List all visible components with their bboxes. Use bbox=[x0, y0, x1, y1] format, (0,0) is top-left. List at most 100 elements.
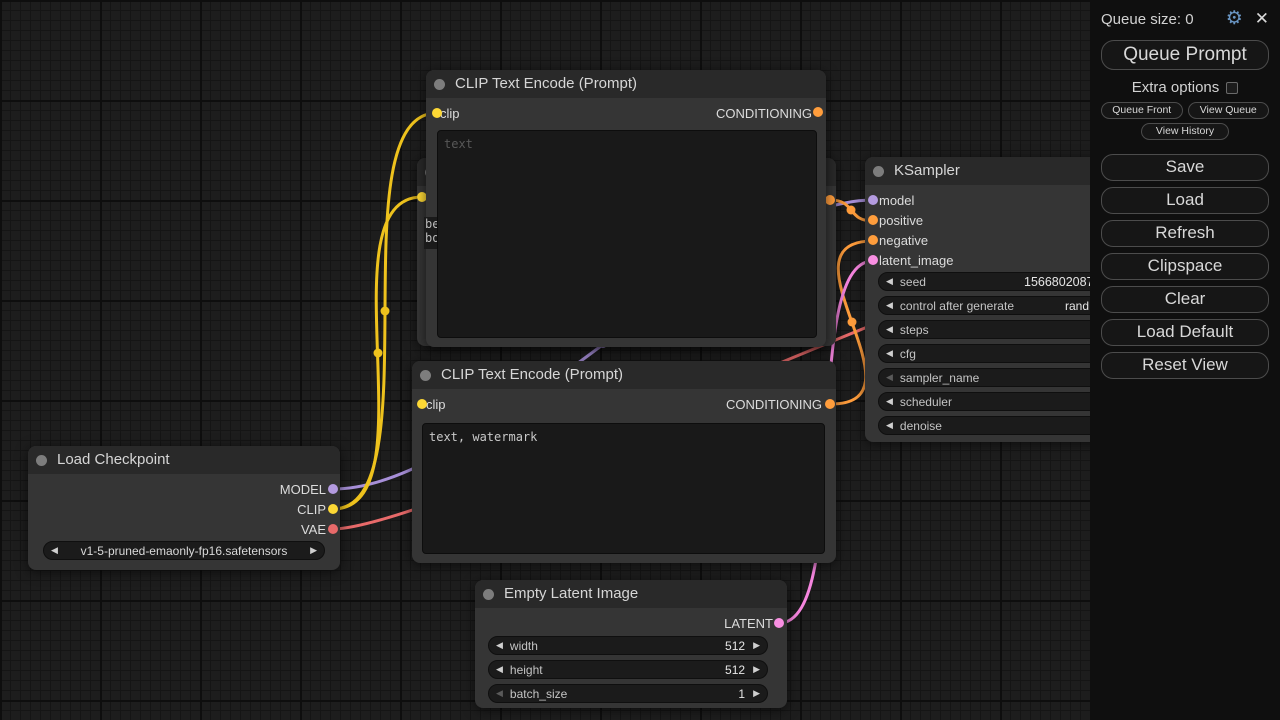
latent-image-input-slot-dot[interactable] bbox=[868, 255, 878, 265]
clip-input-slot-dot[interactable] bbox=[417, 192, 427, 202]
ckpt-name-widget[interactable]: ◀ v1-5-pruned-emaonly-fp16.safetensors ▶ bbox=[43, 541, 325, 560]
view-history-button[interactable]: View History bbox=[1141, 123, 1229, 140]
clear-button[interactable]: Clear bbox=[1101, 286, 1269, 313]
reset-view-button[interactable]: Reset View bbox=[1101, 352, 1269, 379]
node-title: CLIP Text Encode (Prompt) bbox=[441, 366, 624, 383]
collapse-dot-icon[interactable] bbox=[434, 79, 445, 90]
widget-label: denoise bbox=[899, 418, 942, 433]
clip-input-slot-dot[interactable] bbox=[432, 108, 442, 118]
conditioning-output-label: CONDITIONING bbox=[715, 105, 812, 121]
load-button[interactable]: Load bbox=[1101, 187, 1269, 214]
node-header[interactable]: Empty Latent Image bbox=[475, 580, 787, 608]
node-title: Load Checkpoint bbox=[57, 451, 170, 468]
clipspace-button[interactable]: Clipspace bbox=[1101, 253, 1269, 280]
hidden-prompt-textarea-fragment[interactable]: be bo bbox=[424, 217, 437, 249]
decrement-arrow-icon[interactable]: ◀ bbox=[886, 372, 893, 382]
node-header[interactable]: KSampler bbox=[865, 157, 1090, 185]
increment-arrow-icon[interactable]: ▶ bbox=[753, 640, 760, 650]
widget-label: width bbox=[509, 638, 538, 653]
model-output-slot-dot[interactable] bbox=[328, 484, 338, 494]
width-widget[interactable]: ◀ width 512 ▶ bbox=[488, 636, 768, 655]
widget-label: steps bbox=[899, 322, 929, 337]
fragment-line: bo bbox=[425, 230, 437, 245]
widget-label: sampler_name bbox=[899, 370, 980, 385]
increment-arrow-icon[interactable]: ▶ bbox=[753, 688, 760, 698]
positive-input-label: positive bbox=[879, 212, 924, 228]
decrement-arrow-icon[interactable]: ◀ bbox=[886, 348, 893, 358]
clip-input-slot-dot[interactable] bbox=[417, 399, 427, 409]
node-header[interactable]: CLIP Text Encode (Prompt) bbox=[412, 361, 836, 389]
clip-output-label: CLIP bbox=[297, 501, 326, 517]
node-load-checkpoint[interactable]: Load Checkpoint MODEL CLIP VAE ◀ v1-5-pr… bbox=[28, 446, 340, 570]
vae-output-slot-dot[interactable] bbox=[328, 524, 338, 534]
node-clip-text-encode-negative[interactable]: CLIP Text Encode (Prompt) clip CONDITION… bbox=[412, 361, 836, 563]
prompt-textarea[interactable]: text, watermark bbox=[422, 423, 825, 554]
collapse-dot-icon[interactable] bbox=[873, 166, 884, 177]
seed-widget[interactable]: ◀ seed 1566802087 bbox=[878, 272, 1090, 291]
node-canvas[interactable]: be bo CLIP Text Encode (Prompt) clip COND… bbox=[0, 0, 1090, 720]
clip-input-label: clip bbox=[426, 396, 446, 412]
decrement-arrow-icon[interactable]: ◀ bbox=[886, 300, 893, 310]
vae-output-label: VAE bbox=[300, 521, 326, 537]
widget-label: scheduler bbox=[899, 394, 952, 409]
decrement-arrow-icon[interactable]: ◀ bbox=[496, 664, 503, 674]
model-output-label: MODEL bbox=[279, 481, 326, 497]
queue-size-label: Queue size: 0 bbox=[1101, 10, 1194, 28]
refresh-button[interactable]: Refresh bbox=[1101, 220, 1269, 247]
extra-options-checkbox[interactable] bbox=[1226, 81, 1239, 94]
steps-widget[interactable]: ◀ steps bbox=[878, 320, 1090, 339]
positive-input-slot-dot[interactable] bbox=[868, 215, 878, 225]
negative-input-slot-dot[interactable] bbox=[868, 235, 878, 245]
negative-input-label: negative bbox=[879, 232, 929, 248]
queue-front-button[interactable]: Queue Front bbox=[1101, 102, 1183, 119]
prev-arrow-icon[interactable]: ◀ bbox=[51, 545, 58, 555]
view-queue-button[interactable]: View Queue bbox=[1187, 102, 1269, 119]
decrement-arrow-icon[interactable]: ◀ bbox=[886, 396, 893, 406]
conditioning-output-slot-dot[interactable] bbox=[825, 399, 835, 409]
conditioning-output-slot-dot[interactable] bbox=[825, 195, 835, 205]
conditioning-output-slot-dot[interactable] bbox=[813, 107, 823, 117]
node-title: CLIP Text Encode (Prompt) bbox=[455, 75, 638, 92]
sampler-name-widget[interactable]: ◀ sampler_name bbox=[878, 368, 1090, 387]
prompt-textarea[interactable]: text bbox=[437, 130, 817, 338]
widget-value: 512 bbox=[725, 638, 746, 653]
widget-value: 512 bbox=[725, 662, 746, 677]
collapse-dot-icon[interactable] bbox=[483, 589, 494, 600]
height-widget[interactable]: ◀ height 512 ▶ bbox=[488, 660, 768, 679]
decrement-arrow-icon[interactable]: ◀ bbox=[886, 324, 893, 334]
widget-label: seed bbox=[899, 274, 926, 289]
clip-output-slot-dot[interactable] bbox=[328, 504, 338, 514]
model-input-slot-dot[interactable] bbox=[868, 195, 878, 205]
conditioning-output-label: CONDITIONING bbox=[725, 396, 822, 412]
load-default-button[interactable]: Load Default bbox=[1101, 319, 1269, 346]
control-after-generate-widget[interactable]: ◀ control after generate rand bbox=[878, 296, 1090, 315]
cfg-widget[interactable]: ◀ cfg bbox=[878, 344, 1090, 363]
latent-image-input-label: latent_image bbox=[879, 252, 954, 268]
next-arrow-icon[interactable]: ▶ bbox=[310, 545, 317, 555]
model-input-label: model bbox=[879, 192, 915, 208]
widget-value: v1-5-pruned-emaonly-fp16.safetensors bbox=[80, 543, 288, 558]
node-clip-text-encode-positive[interactable]: CLIP Text Encode (Prompt) clip CONDITION… bbox=[426, 70, 826, 347]
denoise-widget[interactable]: ◀ denoise bbox=[878, 416, 1090, 435]
collapse-dot-icon[interactable] bbox=[36, 455, 47, 466]
close-icon[interactable]: ✕ bbox=[1254, 9, 1269, 28]
node-header[interactable]: Load Checkpoint bbox=[28, 446, 340, 474]
node-header[interactable]: CLIP Text Encode (Prompt) bbox=[426, 70, 826, 98]
increment-arrow-icon[interactable]: ▶ bbox=[753, 664, 760, 674]
decrement-arrow-icon[interactable]: ◀ bbox=[886, 276, 893, 286]
queue-prompt-button[interactable]: Queue Prompt bbox=[1101, 40, 1269, 70]
widget-value: 1566802087 bbox=[1024, 274, 1090, 289]
save-button[interactable]: Save bbox=[1101, 154, 1269, 181]
batch-size-widget[interactable]: ◀ batch_size 1 ▶ bbox=[488, 684, 768, 703]
collapse-dot-icon[interactable] bbox=[420, 370, 431, 381]
decrement-arrow-icon[interactable]: ◀ bbox=[886, 420, 893, 430]
node-title: Empty Latent Image bbox=[504, 585, 639, 602]
latent-output-slot-dot[interactable] bbox=[774, 618, 784, 628]
node-ksampler[interactable]: KSampler model positive negative latent_… bbox=[865, 157, 1090, 442]
settings-gear-icon[interactable]: ⚙ bbox=[1225, 8, 1243, 29]
decrement-arrow-icon[interactable]: ◀ bbox=[496, 640, 503, 650]
node-empty-latent-image[interactable]: Empty Latent Image LATENT ◀ width 512 ▶ … bbox=[475, 580, 787, 708]
scheduler-widget[interactable]: ◀ scheduler bbox=[878, 392, 1090, 411]
decrement-arrow-icon[interactable]: ◀ bbox=[496, 688, 503, 698]
